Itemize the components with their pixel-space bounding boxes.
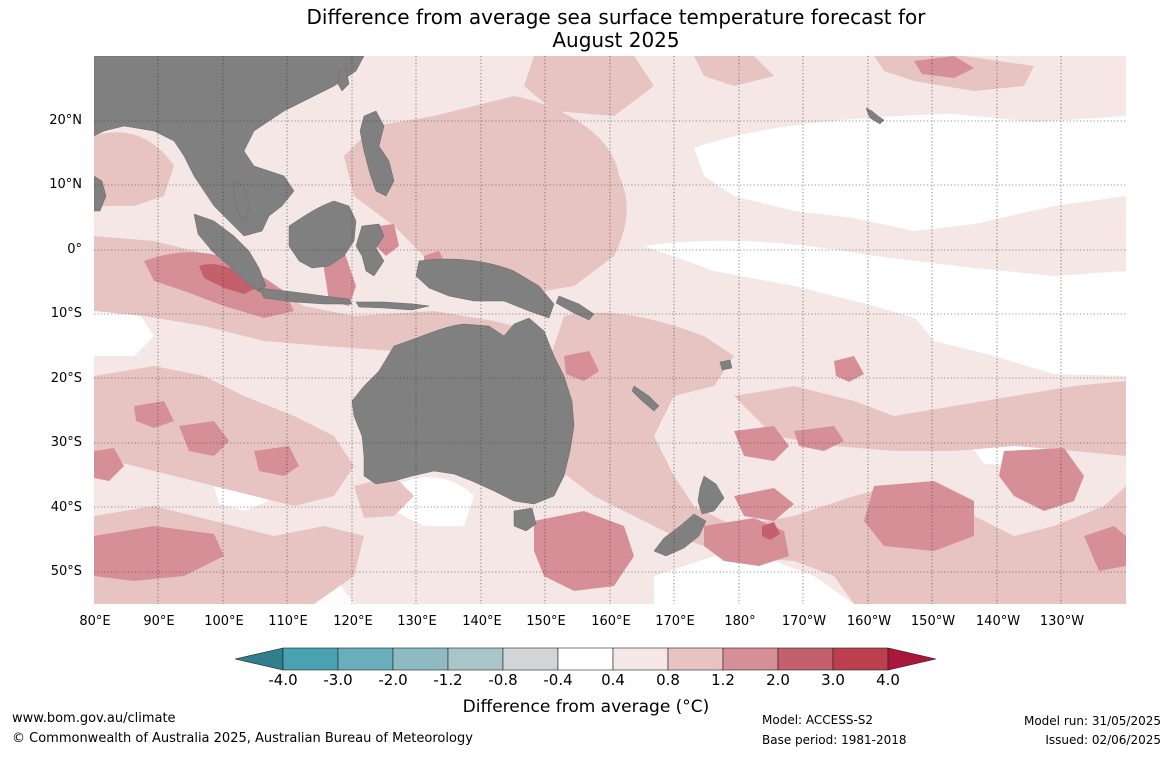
colorbar-tick: -0.8 — [488, 671, 518, 689]
lon-label: 160°W — [846, 614, 892, 629]
colorbar-tick: 0.4 — [601, 671, 625, 689]
lat-label: 0° — [67, 242, 82, 257]
lon-label: 120°E — [333, 614, 373, 629]
lon-label: 130°E — [397, 614, 437, 629]
copyright-text: © Commonwealth of Australia 2025, Austra… — [12, 731, 473, 746]
lat-label: 10°S — [50, 306, 82, 321]
colorbar-segment — [447, 647, 504, 671]
colorbar-segment — [612, 647, 669, 671]
colorbar-segment — [502, 647, 559, 671]
lat-label: 50°S — [50, 564, 82, 579]
colorbar-tick: 4.0 — [876, 671, 900, 689]
colorbar-segment — [337, 647, 394, 671]
lon-label: 140°W — [975, 614, 1021, 629]
lon-label: 100°E — [204, 614, 244, 629]
lon-label: 160°E — [591, 614, 631, 629]
lon-label: 180° — [724, 614, 756, 629]
title-line-1: Difference from average sea surface temp… — [306, 5, 926, 29]
website-text: www.bom.gov.au/climate — [12, 711, 176, 726]
colorbar-segment — [667, 647, 724, 671]
colorbar-tick: -0.4 — [543, 671, 573, 689]
colorbar-segment — [777, 647, 834, 671]
lon-label: 170°W — [781, 614, 827, 629]
sst-anomaly-map — [94, 56, 1126, 604]
colorbar-tick: -1.2 — [433, 671, 463, 689]
lon-label: 90°E — [143, 614, 175, 629]
anomaly-very-strong-areas — [199, 264, 780, 540]
lat-label: 30°S — [50, 435, 82, 450]
colorbar-segment — [722, 647, 779, 671]
base-period-text: Base period: 1981-2018 — [762, 733, 907, 747]
colorbar-tick: 0.8 — [656, 671, 680, 689]
title-line-2: August 2025 — [552, 28, 680, 52]
colorbar-tick: 2.0 — [766, 671, 790, 689]
lon-label: 140°E — [462, 614, 502, 629]
lon-label: 110°E — [268, 614, 308, 629]
colorbar-tick: -4.0 — [268, 671, 298, 689]
colorbar-segment — [282, 647, 339, 671]
colorbar-tick: 1.2 — [711, 671, 735, 689]
lon-label: 170°E — [655, 614, 695, 629]
colorbar-arrow-low — [234, 647, 284, 671]
colorbar-tick: -3.0 — [323, 671, 353, 689]
lat-label: 10°N — [49, 177, 82, 192]
lon-label: 130°W — [1039, 614, 1085, 629]
colorbar — [234, 647, 937, 671]
colorbar-segment — [832, 647, 889, 671]
colorbar-segment — [557, 647, 614, 671]
model-run-text: Model run: 31/05/2025 — [1023, 714, 1161, 728]
lat-label: 20°N — [49, 113, 82, 128]
land-masses — [94, 56, 885, 557]
colorbar-tick: -2.0 — [378, 671, 408, 689]
lat-label: 40°S — [50, 500, 82, 515]
colorbar-arrow-high — [887, 647, 937, 671]
colorbar-label: Difference from average (°C) — [462, 697, 710, 717]
colorbar-segment — [392, 647, 449, 671]
model-text: Model: ACCESS-S2 — [762, 713, 874, 727]
lat-label: 20°S — [50, 371, 82, 386]
graticule — [94, 56, 1126, 604]
colorbar-segments — [234, 647, 937, 671]
lon-label: 150°E — [526, 614, 566, 629]
lon-label: 150°W — [910, 614, 956, 629]
colorbar-tick: 3.0 — [821, 671, 845, 689]
issued-text: Issued: 02/06/2025 — [1045, 733, 1161, 747]
lon-label: 80°E — [79, 614, 111, 629]
